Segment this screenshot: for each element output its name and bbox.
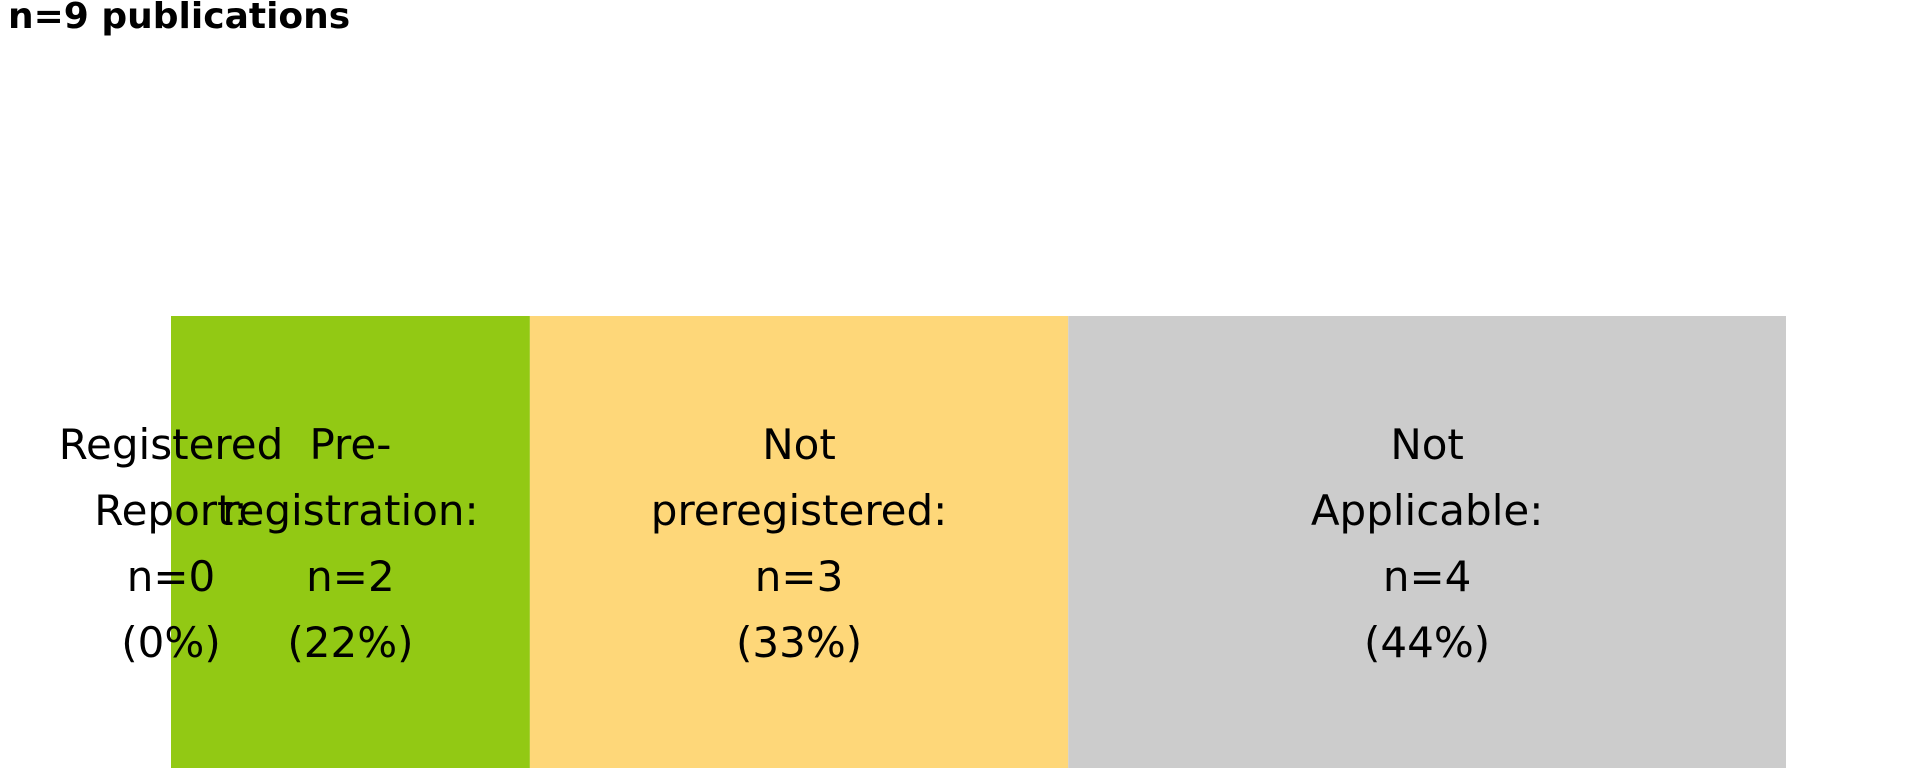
segment-label-line: n=4 [1383,552,1472,601]
segment-label-line: preregistered: [651,486,948,535]
segment-label-line: (22%) [287,618,413,667]
segment-label-line: n=2 [306,552,395,601]
bar-segment-not-preregistered [529,316,1069,768]
segment-label-not-applicable: Not Applicable: n=4 (44%) [1311,420,1544,667]
bar-segments [171,316,1786,768]
segment-label-line: registration: [222,486,478,535]
segment-label-line: (0%) [121,618,220,667]
segment-label-not-preregistered: Not preregistered: n=3 (33%) [651,420,948,667]
segment-label-line: n=3 [755,552,844,601]
segment-label-line: n=0 [127,552,216,601]
bar-segment-not-applicable [1068,316,1786,768]
segment-label-registered-report: Registered Report: n=0 (0%) [59,420,284,667]
segment-label-line: Not [762,420,836,469]
segment-labels: Registered Report: n=0 (0%)Pre-registration… [59,420,1544,667]
segment-label-line: Registered [59,420,284,469]
segment-label-line: (44%) [1364,618,1490,667]
segment-label-line: Not [1390,420,1464,469]
segment-label-pre-registration: Pre-registration: n=2 (22%) [222,420,478,667]
segment-label-line: (33%) [736,618,862,667]
bar-segment-pre-registration [171,316,530,768]
chart-title: n=9 publications [8,0,350,37]
segment-label-line: Pre- [309,420,391,469]
segment-label-line: Applicable: [1311,486,1544,535]
segment-label-line: Report: [94,486,247,535]
